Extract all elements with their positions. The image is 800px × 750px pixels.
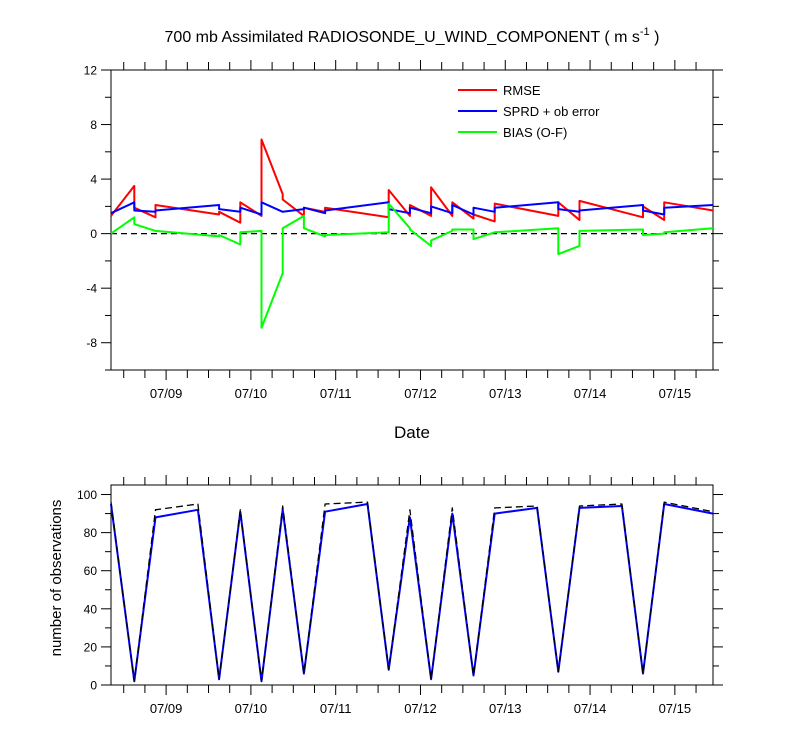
top-xtick-label: 07/14 (574, 386, 607, 401)
top-ytick-label: -8 (86, 336, 97, 350)
top-ytick-label: 0 (90, 227, 97, 241)
top-series-sprd-ob-error (110, 201, 714, 216)
top-ytick-label: 4 (90, 173, 97, 187)
legend-label-bias-o-f: BIAS (O-F) (503, 125, 567, 140)
legend: RMSE SPRD + ob error BIAS (O-F) (458, 83, 600, 140)
bottom-xtick-label: 07/09 (150, 701, 183, 716)
bottom-ytick-label: 0 (90, 679, 97, 693)
bottom-xtick-label: 07/13 (489, 701, 522, 716)
chart-title: 700 mb Assimilated RADIOSONDE_U_WIND_COM… (165, 26, 660, 46)
bottom-ytick-label: 80 (84, 526, 98, 540)
top-xtick-label: 07/10 (235, 386, 268, 401)
x-axis-label: Date (394, 423, 430, 442)
y-axis-label-observations: number of observations (48, 500, 65, 657)
bottom-xtick-label: 07/12 (404, 701, 437, 716)
top-ytick-label: -4 (86, 282, 97, 296)
top-series-rmse (110, 138, 714, 224)
bottom-series-observations-possible (110, 501, 714, 682)
top-plot-frame (110, 69, 714, 371)
bottom-xtick-label: 07/10 (235, 701, 268, 716)
top-panel: 07/09 07/10 07/11 07/12 07/13 07/14 07/15 -8 -4 0… (84, 60, 723, 442)
top-ytick-label: 8 (90, 118, 97, 132)
bottom-xtick-label: 07/14 (574, 701, 607, 716)
top-series-bias-o-f (110, 202, 714, 329)
top-xtick-label: 07/11 (320, 386, 352, 401)
top-xtick-label: 07/12 (404, 386, 437, 401)
top-xtick-label: 07/13 (489, 386, 522, 401)
bottom-xtick-label: 07/15 (659, 701, 692, 716)
legend-label-rmse: RMSE (503, 83, 541, 98)
bottom-ytick-label: 20 (84, 640, 98, 654)
bottom-ytick-label: 60 (84, 564, 98, 578)
top-ytick-label: 12 (84, 64, 98, 78)
bottom-panel: 07/09 07/10 07/11 07/12 07/13 07/14 07/15 0 20 40… (48, 475, 723, 716)
bottom-plot-frame (110, 484, 714, 686)
top-xtick-label: 07/15 (659, 386, 692, 401)
bottom-xtick-label: 07/11 (320, 701, 352, 716)
bottom-ytick-label: 100 (77, 488, 97, 502)
bottom-ytick-label: 40 (84, 602, 98, 616)
legend-label-sprd-ob-error: SPRD + ob error (503, 104, 600, 119)
top-xtick-label: 07/09 (150, 386, 183, 401)
